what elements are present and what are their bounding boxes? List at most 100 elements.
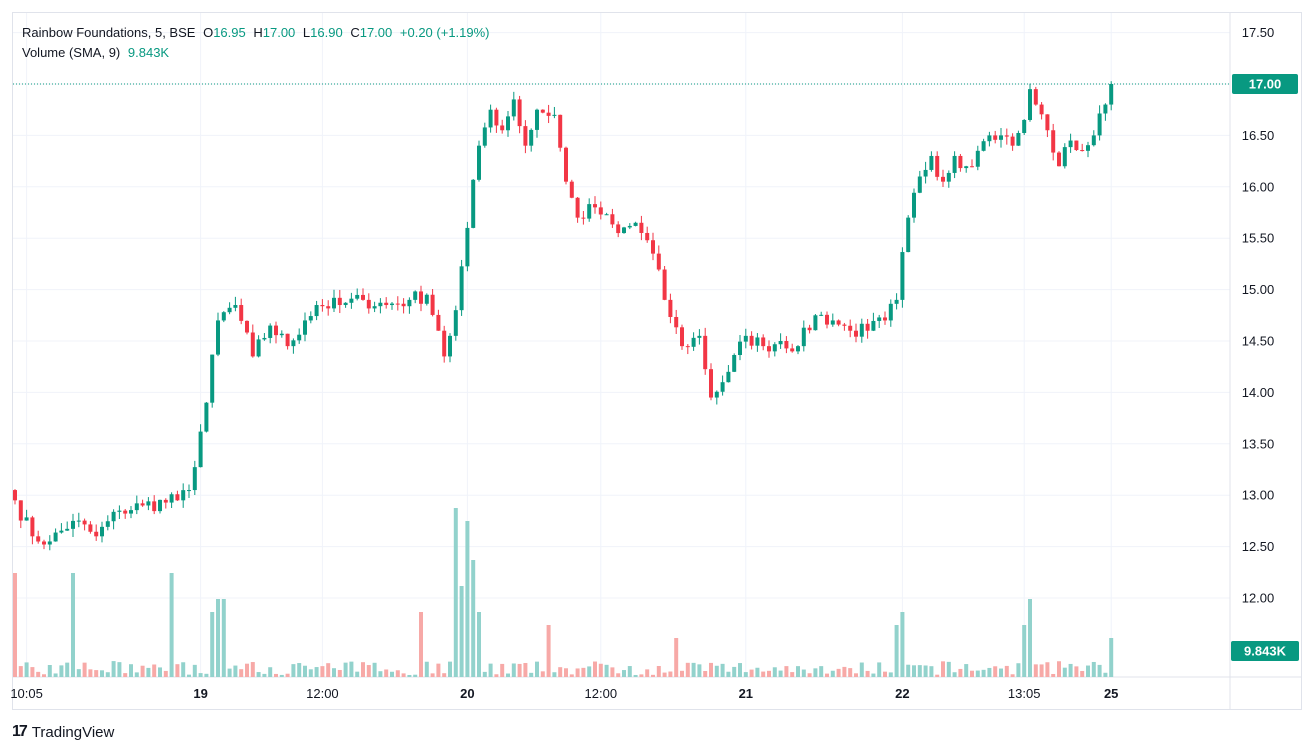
candle-body — [303, 320, 307, 335]
time-tick-label: 20 — [460, 686, 474, 701]
candle-body — [181, 490, 186, 501]
volume-bar — [372, 662, 377, 677]
candle-body — [53, 532, 58, 542]
candle-body — [987, 135, 992, 142]
volume-bar — [575, 668, 580, 677]
volume-bar — [540, 671, 545, 677]
symbol-title[interactable]: Rainbow Foundations, 5, BSE — [22, 25, 196, 40]
candle-body — [94, 531, 99, 537]
volume-bar — [395, 670, 400, 677]
candle-body — [1016, 133, 1021, 146]
volume-bar — [448, 661, 452, 677]
volume-bar — [836, 668, 841, 677]
candle-body — [169, 494, 174, 503]
price-tick-label: 14.50 — [1242, 334, 1275, 349]
volume-indicator-title[interactable]: Volume (SMA, 9) — [22, 45, 121, 60]
volume-bar — [790, 672, 795, 677]
candle-body — [888, 303, 893, 321]
price-tick-label: 12.00 — [1242, 591, 1275, 606]
candle-body — [65, 528, 70, 531]
volume-bar — [1004, 665, 1009, 677]
candle-body — [523, 126, 528, 146]
volume-bar — [343, 662, 348, 677]
tradingview-brand[interactable]: 17 TradingView — [12, 723, 114, 741]
volume-bar — [952, 672, 957, 677]
candle-body — [308, 316, 313, 321]
price-tick-label: 17.50 — [1242, 25, 1275, 40]
volume-bar — [813, 668, 818, 677]
volume-bar — [82, 662, 87, 677]
volume-bar — [459, 586, 464, 677]
price-tick-label: 15.00 — [1242, 282, 1275, 297]
volume-bar — [1057, 661, 1061, 677]
close-value: 17.00 — [359, 25, 393, 40]
last-price-label: 17.00 — [1249, 77, 1282, 92]
volume-bar — [401, 673, 406, 677]
time-tick-label: 25 — [1104, 686, 1118, 701]
volume-bar — [598, 663, 603, 677]
volume-bar — [743, 672, 748, 677]
low-value: 16.90 — [310, 25, 343, 40]
candle-body — [830, 320, 835, 325]
volume-bar — [714, 665, 719, 677]
volume-bar — [964, 664, 969, 677]
volume-value-label: 9.843K — [1244, 644, 1287, 659]
candle-body — [320, 305, 325, 307]
volume-bar — [291, 664, 296, 677]
candle-body — [239, 305, 244, 321]
candle-body — [18, 500, 23, 521]
candle-body — [500, 125, 505, 131]
candle-body — [465, 227, 470, 267]
volume-bar — [407, 674, 412, 677]
candle-body — [332, 297, 336, 309]
candle-body — [761, 337, 766, 347]
candle-body — [964, 166, 969, 169]
volume-bar — [946, 661, 951, 677]
candle-body — [146, 501, 151, 506]
volume-bar — [442, 673, 447, 677]
candle-body — [651, 240, 655, 254]
candle-body — [100, 526, 104, 537]
volume-bar — [564, 668, 568, 677]
legend-volume: Volume (SMA, 9) 9.843K — [22, 45, 173, 60]
candle-body — [836, 320, 841, 325]
candle-body — [825, 314, 829, 325]
volume-bar — [297, 663, 302, 677]
volume-bar — [859, 662, 864, 677]
volume-bar — [703, 671, 708, 677]
price-tick-label: 13.00 — [1242, 488, 1275, 503]
volume-bar — [767, 670, 771, 677]
volume-bar — [1074, 666, 1079, 677]
volume-bar — [337, 669, 342, 677]
high-label: H — [253, 25, 263, 40]
volume-bar — [511, 663, 516, 677]
volume-bar — [94, 670, 99, 677]
volume-bar — [1103, 672, 1108, 677]
volume-bar — [622, 670, 626, 677]
volume-bar — [830, 670, 835, 677]
volume-bar — [262, 673, 267, 677]
candle-body — [842, 324, 847, 326]
candle-body — [598, 207, 603, 215]
candle-body — [488, 109, 493, 128]
volume-bar — [71, 573, 75, 677]
volume-bar — [140, 665, 145, 677]
candle-body — [227, 307, 232, 313]
volume-bar — [801, 669, 806, 677]
volume-bar — [929, 666, 934, 677]
candle-body — [680, 327, 684, 347]
volume-bar — [1039, 664, 1044, 677]
candle-body — [691, 337, 696, 347]
candle-body — [529, 129, 534, 146]
candle-body — [82, 520, 87, 525]
volume-bar — [807, 673, 812, 677]
candle-body — [198, 431, 203, 468]
candle-body — [256, 339, 261, 357]
volume-bar — [349, 661, 354, 677]
volume-bar — [848, 668, 853, 677]
candle-body — [807, 327, 812, 331]
candle-body — [1010, 136, 1015, 146]
candle-body — [703, 335, 708, 370]
candle-body — [401, 303, 406, 307]
